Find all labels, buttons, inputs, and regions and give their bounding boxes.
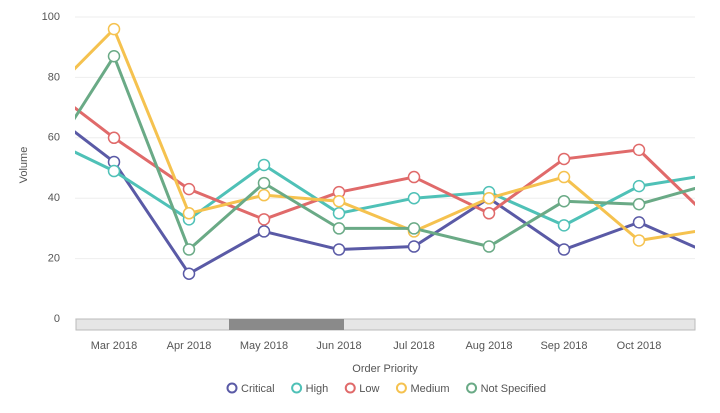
- data-point: [107, 50, 121, 63]
- legend-item: Critical: [226, 382, 275, 395]
- x-tick-label: Sep 2018: [540, 340, 587, 352]
- data-point: [632, 216, 646, 229]
- data-point: [632, 143, 646, 157]
- plot-area: [34, 22, 720, 280]
- data-point: [332, 243, 346, 256]
- data-point: [182, 267, 196, 280]
- series-line: [75, 106, 695, 221]
- legend: Critical High Low Medium Not Specified: [226, 382, 546, 395]
- data-point: [632, 234, 646, 247]
- data-point: [332, 222, 346, 235]
- y-tick-label: 0: [54, 313, 60, 325]
- legend-item: Medium: [395, 382, 450, 395]
- legend-marker: [466, 382, 478, 394]
- data-point: [632, 197, 646, 211]
- data-point: [709, 217, 720, 228]
- data-point: [257, 188, 271, 202]
- x-tick-label: Mar 2018: [91, 340, 137, 352]
- y-tick-label: 80: [48, 71, 60, 83]
- data-point: [34, 169, 45, 180]
- data-point: [407, 170, 421, 184]
- data-point: [107, 22, 121, 36]
- data-point: [407, 240, 421, 253]
- series-line: [75, 27, 695, 242]
- y-tick-label: 60: [48, 132, 60, 144]
- legend-label: High: [306, 383, 329, 395]
- legend-label: Low: [359, 383, 379, 395]
- data-point: [34, 99, 45, 110]
- legend-marker: [291, 382, 303, 394]
- data-point: [709, 250, 720, 261]
- data-point: [34, 99, 45, 110]
- x-tick-label: Jul 2018: [393, 340, 435, 352]
- legend-marker: [344, 382, 356, 394]
- y-tick-label: 40: [48, 192, 60, 204]
- data-point: [407, 191, 421, 205]
- legend-item: High: [291, 382, 329, 395]
- y-tick-label: 20: [48, 253, 60, 265]
- data-point: [557, 152, 571, 166]
- data-point: [709, 169, 720, 180]
- data-point: [482, 207, 496, 220]
- data-point: [332, 194, 346, 208]
- data-point: [34, 75, 45, 86]
- y-tick-label: 100: [42, 11, 60, 23]
- data-point: [557, 243, 571, 256]
- x-tick-label: May 2018: [240, 340, 288, 352]
- data-point: [107, 131, 121, 145]
- series-line: [75, 130, 695, 276]
- data-point: [482, 240, 496, 253]
- data-point: [182, 243, 196, 256]
- data-point: [557, 170, 571, 184]
- legend-label: Medium: [410, 383, 449, 395]
- data-point: [257, 225, 271, 238]
- legend-marker: [226, 382, 238, 394]
- data-point: [34, 129, 45, 140]
- data-point: [557, 194, 571, 208]
- legend-marker: [395, 382, 407, 394]
- series-line: [75, 150, 695, 227]
- data-point: [182, 182, 196, 196]
- scrollbar-thumb[interactable]: [229, 319, 344, 330]
- x-tick-label: Aug 2018: [465, 340, 512, 352]
- data-point: [257, 158, 271, 172]
- data-point: [709, 178, 720, 189]
- x-tick-label: Jun 2018: [316, 340, 361, 352]
- x-axis-title: Order Priority: [352, 363, 418, 375]
- data-point: [107, 164, 121, 178]
- data-point: [257, 176, 271, 190]
- legend-item: Low: [344, 382, 379, 395]
- data-point: [182, 207, 196, 220]
- data-point: [407, 222, 421, 235]
- legend-item: Not Specified: [466, 382, 546, 395]
- data-point: [709, 223, 720, 234]
- grid: 0 20 40 60 80 100: [42, 11, 695, 325]
- y-axis-title: Volume: [18, 147, 30, 184]
- legend-label: Not Specified: [481, 383, 546, 395]
- data-point: [332, 207, 346, 220]
- data-point: [557, 219, 571, 232]
- data-point: [632, 179, 646, 193]
- scrollbar-track[interactable]: [75, 318, 696, 331]
- data-point: [482, 191, 496, 205]
- x-tick-label: Apr 2018: [167, 340, 212, 352]
- data-point: [257, 213, 271, 226]
- x-tick-label: Oct 2018: [617, 340, 662, 352]
- legend-label: Critical: [241, 383, 275, 395]
- series-line: [75, 54, 695, 252]
